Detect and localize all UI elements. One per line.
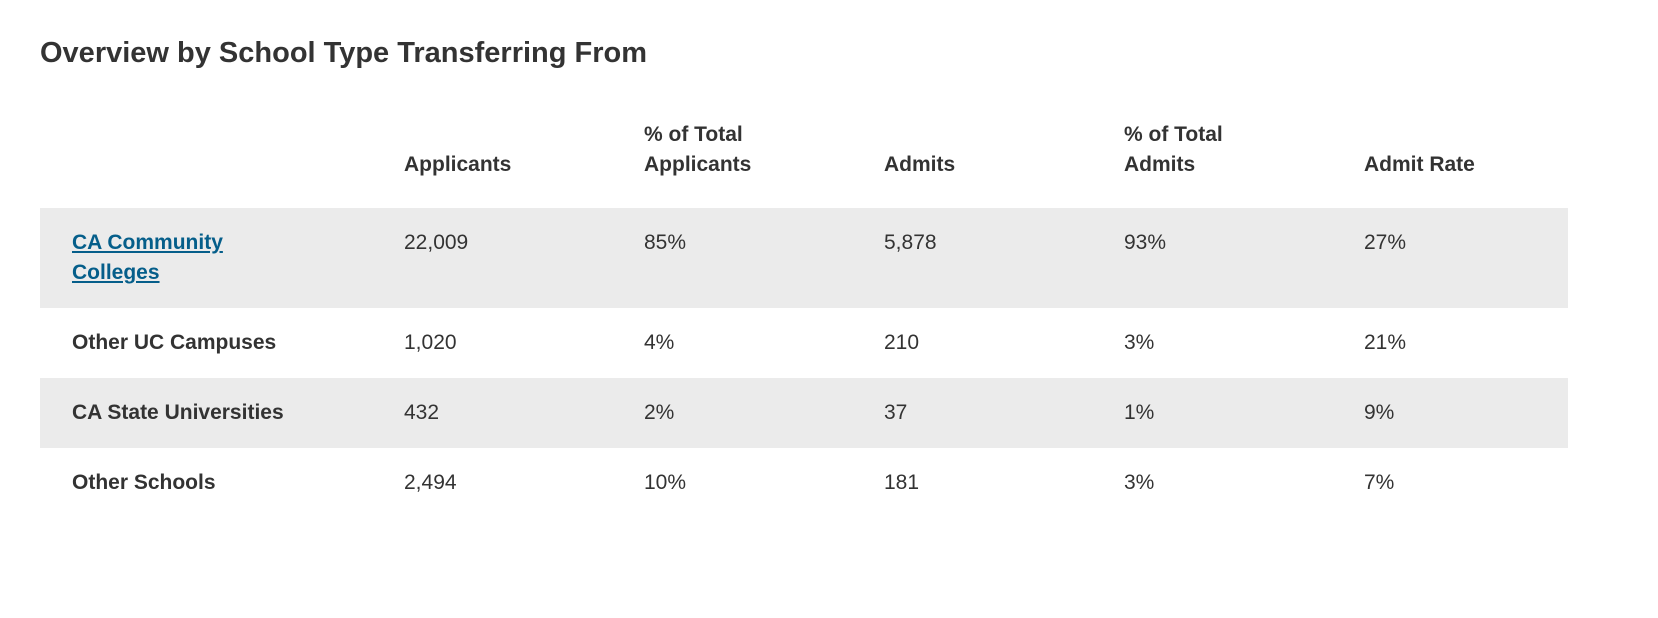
column-header-pct-total-applicants: % of Total Applicants [612, 100, 852, 208]
row-label: Other Schools [72, 471, 216, 494]
row-label: Other UC Campuses [72, 331, 277, 354]
cell-pct-total-admits: 3% [1124, 331, 1155, 354]
column-header-admits: Admits [852, 100, 1092, 208]
cell-pct-total-admits: 93% [1124, 231, 1167, 254]
page-title: Overview by School Type Transferring Fro… [40, 37, 648, 69]
cell-pct-total-admits: 3% [1124, 471, 1155, 494]
cell-admit-rate: 27% [1364, 231, 1407, 254]
column-header-school-type [40, 100, 372, 208]
column-header-pct-total-admits-label: % of Total Admits [1124, 123, 1223, 176]
header-row: Applicants % of Total Applicants Admits … [40, 100, 1568, 208]
row-label-cell: Other Schools [40, 448, 372, 518]
cell-pct-total-applicants: 4% [644, 331, 675, 354]
page-content: Overview by School Type Transferring Fro… [40, 37, 1568, 518]
school-type-overview-table: Applicants % of Total Applicants Admits … [40, 100, 1568, 518]
column-header-pct-total-admits: % of Total Admits [1092, 100, 1332, 208]
table-body: CA Community Colleges 22,009 85% 5,878 9… [40, 208, 1568, 518]
column-header-pct-total-applicants-label: % of Total Applicants [644, 123, 752, 176]
column-header-applicants: Applicants [372, 100, 612, 208]
table-row: CA State Universities 432 2% 37 1% 9% [40, 378, 1568, 448]
cell-pct-total-applicants: 2% [644, 401, 675, 424]
column-header-applicants-label: Applicants [404, 153, 512, 176]
cell-applicants: 1,020 [404, 331, 457, 354]
cell-applicants: 432 [404, 401, 440, 424]
row-label-cell: CA Community Colleges [40, 208, 372, 308]
cell-applicants: 2,494 [404, 471, 457, 494]
column-header-admit-rate-label: Admit Rate [1364, 153, 1475, 176]
cell-admits: 5,878 [884, 231, 937, 254]
cell-admit-rate: 9% [1364, 401, 1395, 424]
cell-admits: 210 [884, 331, 920, 354]
table-row: Other Schools 2,494 10% 181 3% 7% [40, 448, 1568, 518]
cell-pct-total-applicants: 85% [644, 231, 687, 254]
cell-admits: 181 [884, 471, 920, 494]
column-header-admits-label: Admits [884, 153, 956, 176]
cell-admit-rate: 21% [1364, 331, 1407, 354]
row-label-cell: CA State Universities [40, 378, 372, 448]
column-header-admit-rate: Admit Rate [1332, 100, 1568, 208]
cell-applicants: 22,009 [404, 231, 469, 254]
table-row: CA Community Colleges 22,009 85% 5,878 9… [40, 208, 1568, 308]
table-row: Other UC Campuses 1,020 4% 210 3% 21% [40, 308, 1568, 378]
cell-pct-total-applicants: 10% [644, 471, 687, 494]
cell-admit-rate: 7% [1364, 471, 1395, 494]
row-label: CA State Universities [72, 401, 284, 424]
cell-pct-total-admits: 1% [1124, 401, 1155, 424]
cell-admits: 37 [884, 401, 908, 424]
row-label-cell: Other UC Campuses [40, 308, 372, 378]
school-type-link[interactable]: CA Community Colleges [72, 231, 223, 284]
